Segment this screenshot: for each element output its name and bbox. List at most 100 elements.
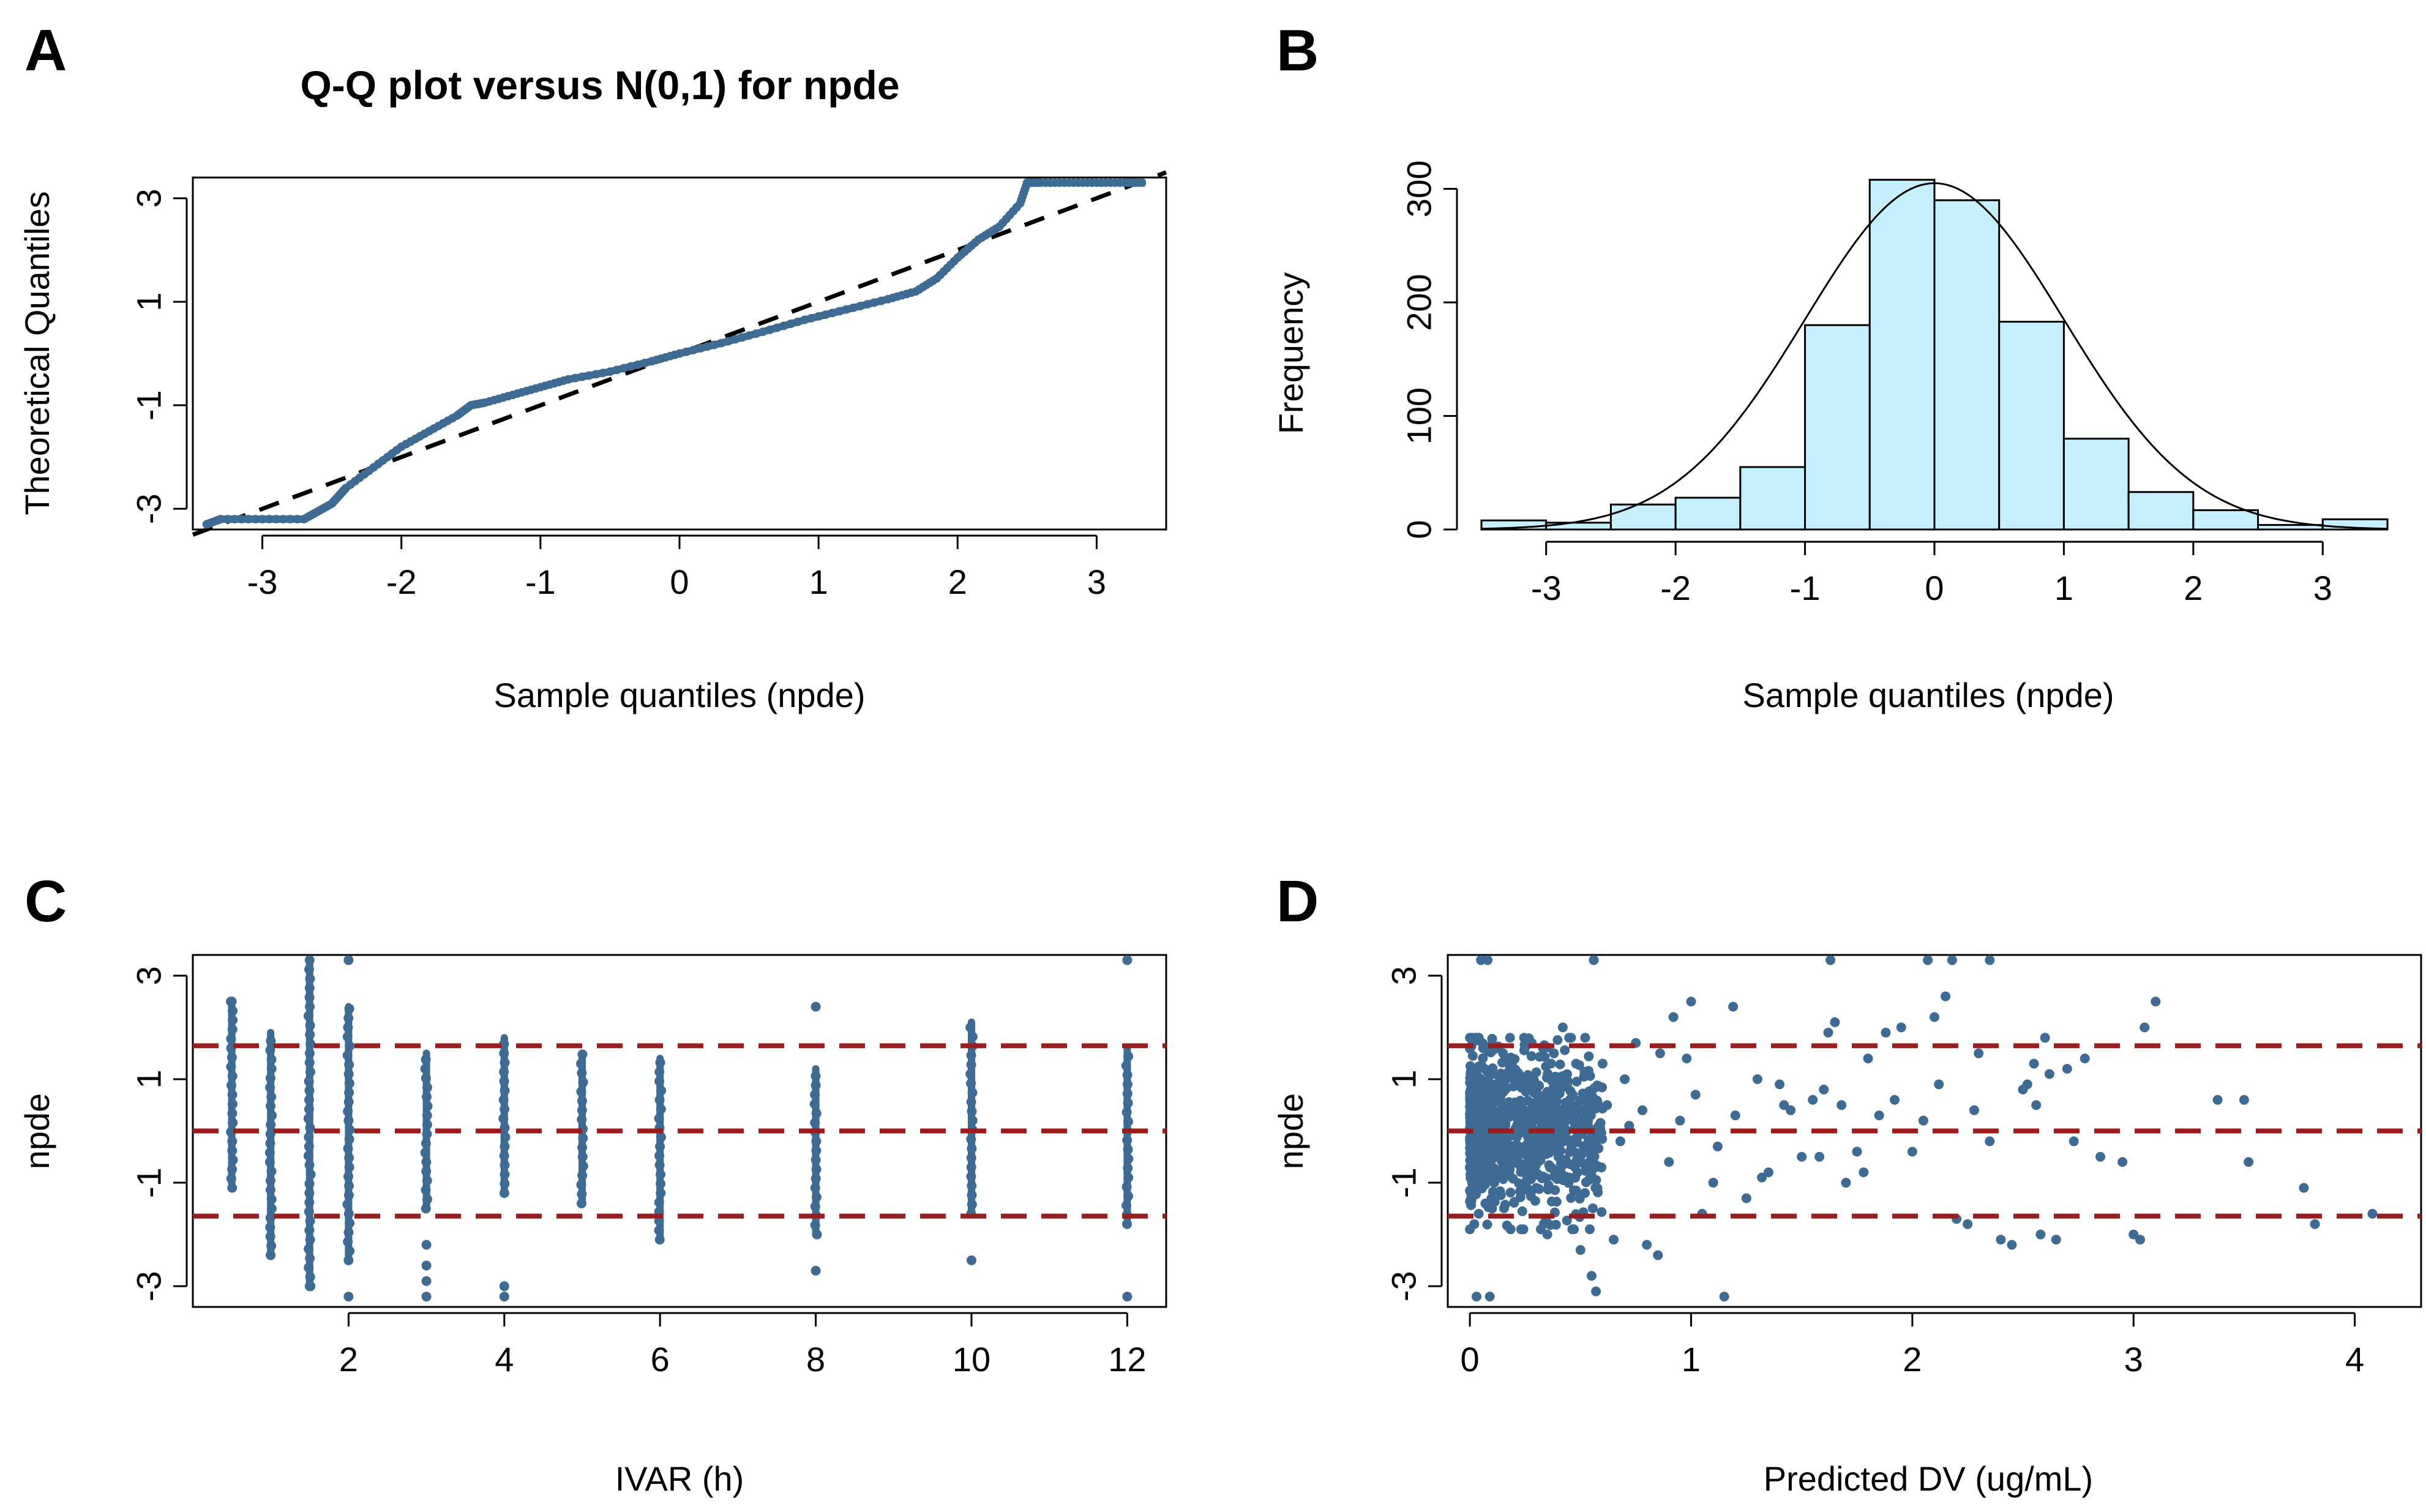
npde-point bbox=[967, 1106, 977, 1117]
npde-point bbox=[304, 983, 315, 994]
npde-point bbox=[1592, 1098, 1603, 1108]
npde-point bbox=[420, 1064, 430, 1074]
npde-point bbox=[1505, 1033, 1515, 1043]
qq-point bbox=[682, 347, 691, 356]
panel-label-c: C bbox=[24, 869, 67, 934]
npde-point bbox=[228, 1155, 238, 1165]
qq-point bbox=[599, 369, 608, 378]
x-c-tick-label: 6 bbox=[651, 1340, 670, 1379]
npde-point bbox=[343, 1106, 353, 1117]
npde-point bbox=[304, 1057, 315, 1068]
x-a-tick-label: -1 bbox=[525, 563, 556, 601]
npde-point bbox=[576, 1180, 586, 1190]
npde-point bbox=[342, 1050, 353, 1061]
normal-density-curve bbox=[1481, 182, 2388, 530]
npde-point bbox=[304, 1207, 314, 1217]
npde-point bbox=[421, 1185, 431, 1195]
qq-point bbox=[709, 340, 719, 350]
npde-point bbox=[1863, 1054, 1873, 1064]
npde-point bbox=[227, 1108, 238, 1118]
npde-point bbox=[1473, 1208, 1484, 1219]
qq-point bbox=[793, 317, 803, 326]
npde-point bbox=[1123, 1191, 1133, 1202]
npde-point bbox=[1487, 1203, 1497, 1214]
x-axis-c: 2 4 6 8 10 12 bbox=[339, 1312, 1147, 1379]
qq-point bbox=[591, 370, 601, 379]
qq-point bbox=[835, 307, 844, 316]
npde-point bbox=[343, 1097, 354, 1107]
npde-point bbox=[498, 1113, 509, 1124]
npde-point bbox=[1516, 1224, 1526, 1235]
x-c-tick-label: 10 bbox=[953, 1340, 990, 1379]
npde-point bbox=[1123, 1154, 1134, 1164]
npde-point bbox=[1708, 1178, 1718, 1188]
npde-point bbox=[1642, 1240, 1652, 1250]
npde-point bbox=[1825, 955, 1836, 965]
npde-point bbox=[227, 1183, 238, 1193]
npde-point bbox=[656, 1188, 666, 1198]
npde-point bbox=[303, 1011, 313, 1021]
npde-point bbox=[966, 1060, 976, 1070]
y-a-tick-label: 1 bbox=[130, 292, 168, 311]
y-b-tick-label: 300 bbox=[1400, 160, 1439, 217]
npde-point bbox=[304, 992, 315, 1003]
qq-point bbox=[758, 327, 768, 336]
npde-point bbox=[265, 1129, 275, 1139]
npde-point bbox=[266, 1250, 276, 1260]
npde-point bbox=[1478, 1053, 1488, 1063]
npde-point bbox=[967, 1199, 977, 1210]
npde-point bbox=[1587, 1133, 1598, 1143]
y-axis-label-a: Theoretical Quantiles bbox=[18, 191, 56, 515]
npde-point bbox=[1934, 1079, 1944, 1090]
npde-point bbox=[305, 1216, 315, 1226]
npde-point bbox=[1686, 997, 1696, 1007]
npde-point bbox=[264, 1148, 275, 1158]
npde-point bbox=[499, 1188, 509, 1198]
npde-point bbox=[1537, 1173, 1547, 1183]
panel-c: C 2 4 6 8 10 12 -3 -1 1 3 IVAR (h) npde bbox=[18, 869, 1167, 1498]
npde-point bbox=[654, 1235, 665, 1245]
qq-point bbox=[1137, 178, 1147, 187]
npde-point bbox=[2080, 1054, 2090, 1064]
x-b-tick-label: 0 bbox=[1925, 569, 1944, 607]
qq-point bbox=[640, 359, 650, 368]
npde-point bbox=[343, 1237, 353, 1247]
npde-point bbox=[810, 1201, 820, 1211]
x-c-tick-label: 12 bbox=[1108, 1340, 1146, 1379]
npde-point bbox=[265, 1175, 275, 1186]
npde-point bbox=[966, 1134, 976, 1145]
npde-point bbox=[1592, 1080, 1603, 1091]
npde-point bbox=[1471, 1142, 1481, 1152]
npde-point bbox=[1682, 1054, 1692, 1064]
qq-point bbox=[807, 313, 816, 323]
histogram-bar bbox=[1739, 466, 1806, 531]
qq-point bbox=[258, 515, 267, 524]
npde-point bbox=[1568, 1090, 1578, 1100]
npde-point bbox=[228, 1015, 238, 1025]
qq-point bbox=[751, 329, 760, 339]
npde-point bbox=[1480, 1142, 1490, 1152]
npde-point bbox=[226, 1173, 236, 1184]
npde-point bbox=[1480, 1110, 1490, 1121]
npde-point bbox=[304, 1188, 315, 1198]
npde-point bbox=[1470, 1081, 1481, 1091]
npde-point bbox=[1505, 1159, 1516, 1169]
npde-point bbox=[228, 1117, 238, 1128]
qq-point bbox=[800, 315, 809, 324]
histogram-bar bbox=[1998, 321, 2065, 531]
y-axis-d: -3 -1 1 3 bbox=[1385, 966, 1443, 1301]
npde-point bbox=[966, 1162, 976, 1172]
qq-point bbox=[216, 515, 225, 524]
npde-point bbox=[1496, 1096, 1506, 1107]
histogram-bar bbox=[2257, 524, 2324, 531]
npde-point bbox=[1469, 1219, 1480, 1229]
npde-point bbox=[265, 1073, 275, 1083]
npde-point bbox=[967, 1190, 977, 1200]
npde-point bbox=[1874, 1110, 1884, 1121]
npde-point bbox=[1557, 1022, 1568, 1033]
npde-point bbox=[345, 1125, 355, 1135]
y-d-tick-label: 1 bbox=[1385, 1069, 1423, 1088]
npde-point bbox=[810, 1090, 820, 1100]
y-d-tick-label: -1 bbox=[1385, 1167, 1423, 1198]
npde-point bbox=[1468, 1088, 1478, 1099]
